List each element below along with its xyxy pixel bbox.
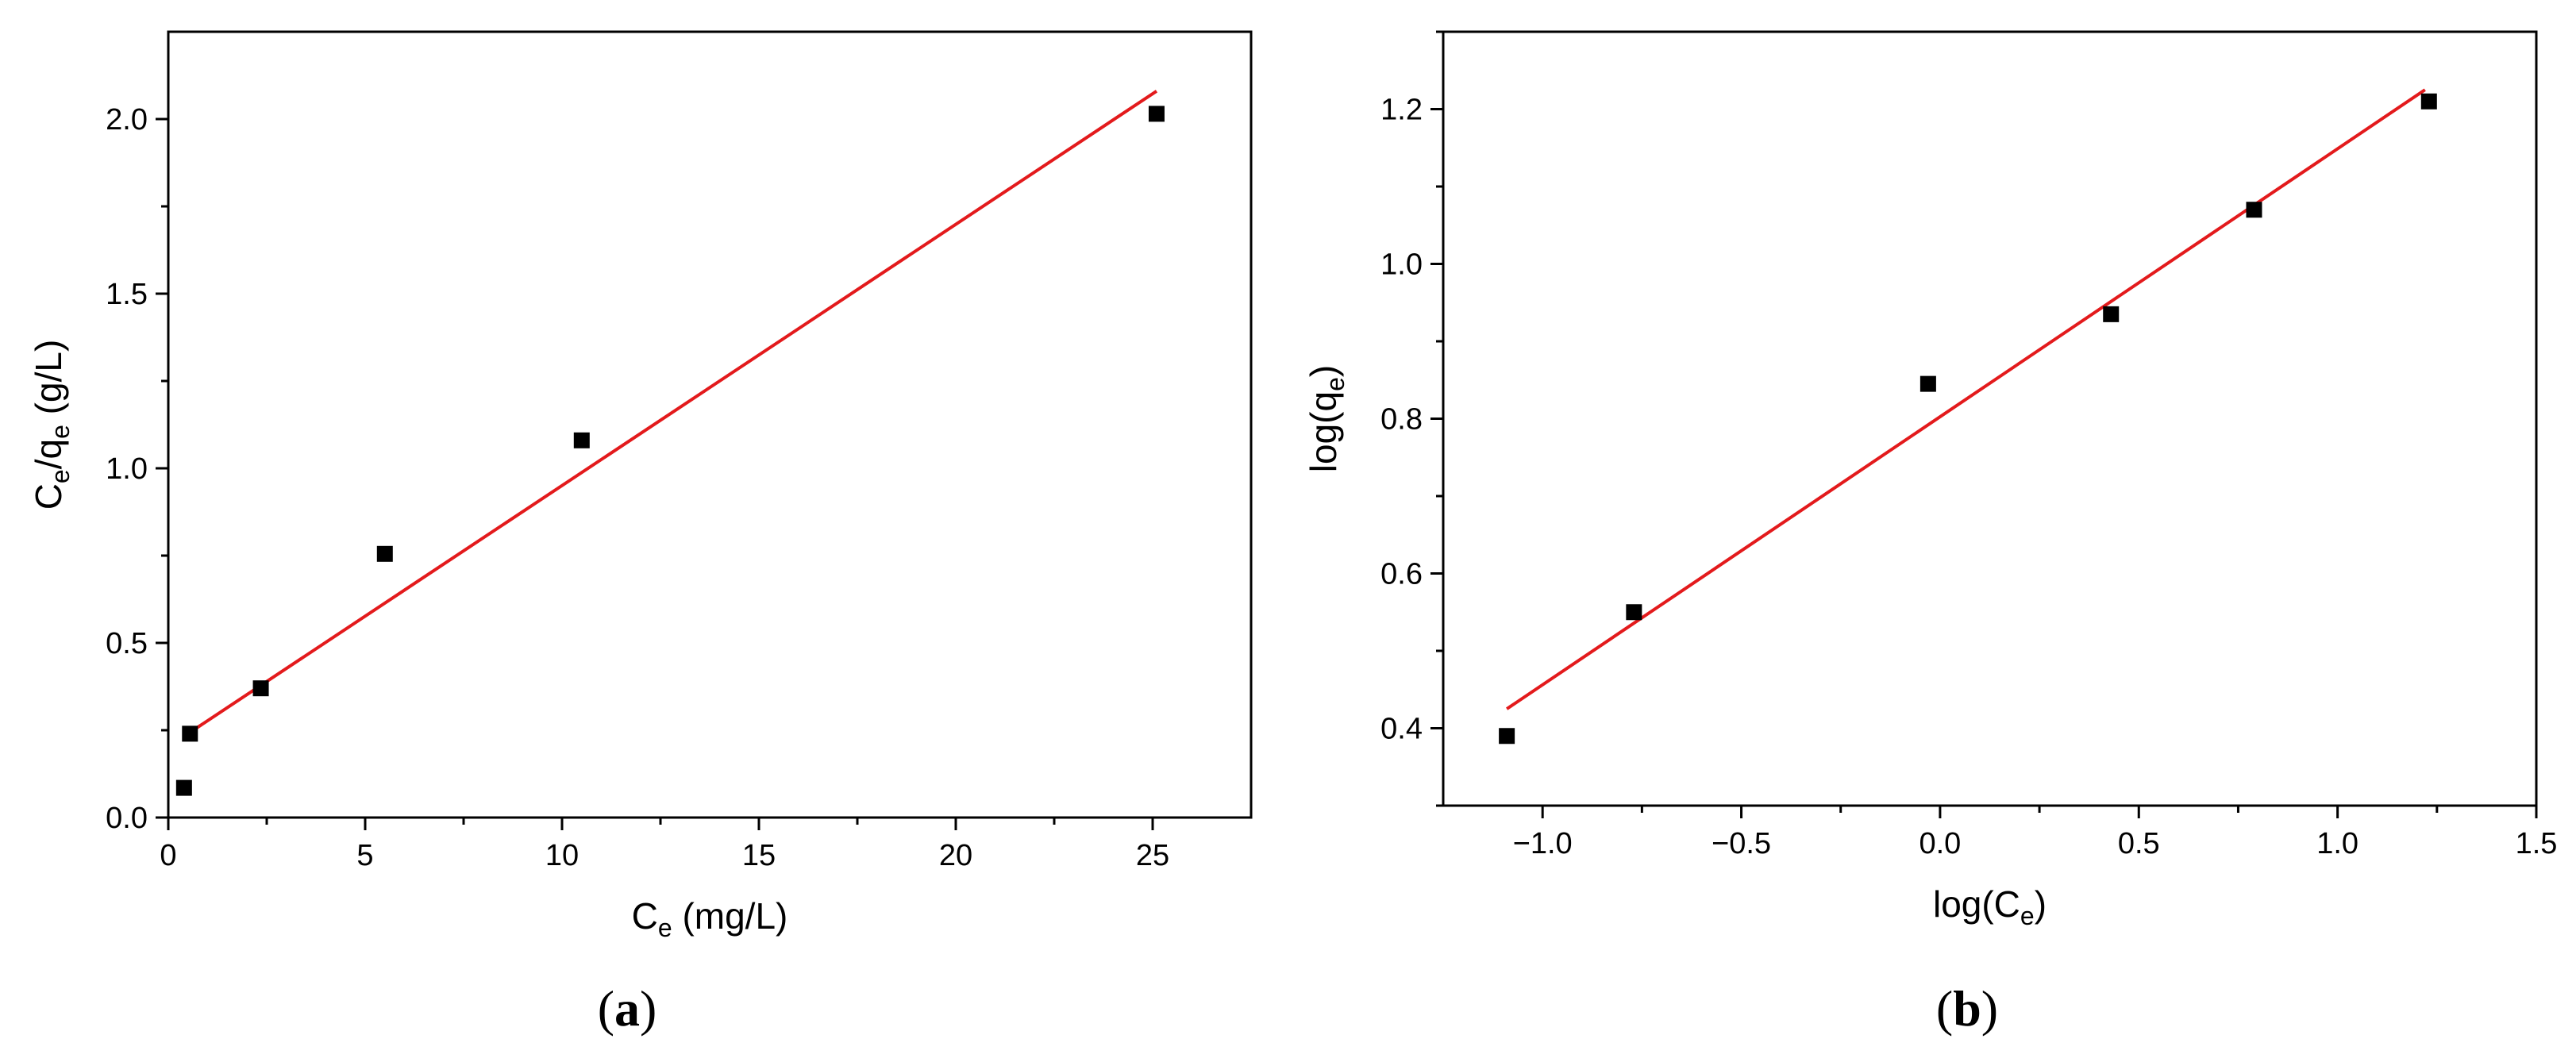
x-tick-label: −0.5 (1712, 827, 1771, 860)
plot-frame (1442, 30, 2538, 807)
x-axis-title: Ce (mg/L) (632, 895, 788, 942)
x-tick-label: 25 (1136, 839, 1169, 872)
data-point (175, 779, 192, 796)
x-tick-label: 10 (545, 839, 579, 872)
x-tick-label: 5 (356, 839, 373, 872)
y-tick-label: 1.5 (106, 278, 148, 311)
data-point (252, 680, 269, 697)
y-tick-label: 0.4 (1380, 713, 1423, 746)
y-tick-label: 0.6 (1380, 558, 1423, 591)
panel-label: (b) (1936, 980, 1998, 1037)
data-point (2420, 93, 2437, 110)
fit-line (187, 90, 1158, 736)
chart-panel-a: 0 5 10 15 20 25 0.0 0.5 1.0 1.5 2.0 Ce (mg/L) Ce/qe … (28, 30, 1253, 1037)
y-tick-label: 0.8 (1380, 403, 1423, 437)
data-point (1919, 375, 1936, 392)
data-point (1499, 728, 1515, 745)
y-tick-label: 2.0 (106, 103, 148, 137)
fit-line (1505, 88, 2426, 710)
y-tick-label: 1.2 (1380, 94, 1423, 127)
x-tick-label: 0.0 (1919, 827, 1961, 860)
x-axis-title: log(Ce) (1933, 883, 2047, 930)
panel-label: (a) (598, 980, 657, 1037)
y-tick-label: 0.5 (106, 627, 148, 660)
data-point (182, 725, 198, 742)
x-tick-label: 0.5 (2118, 827, 2160, 860)
x-tick-label: 1.5 (2516, 827, 2558, 860)
y-axis-title: Ce/qe (g/L) (28, 340, 75, 510)
data-point (2103, 306, 2120, 322)
data-point (1148, 106, 1165, 122)
y-axis-title: log(qe) (1303, 365, 1350, 472)
plot-frame (167, 30, 1253, 819)
y-tick-label: 1.0 (106, 452, 148, 486)
data-point (1626, 604, 1642, 621)
x-tick-label: 20 (939, 839, 972, 872)
y-tick-label: 0.0 (106, 802, 148, 835)
x-tick-label: −1.0 (1513, 827, 1573, 860)
data-point (376, 545, 393, 562)
y-tick-label: 1.0 (1380, 248, 1423, 282)
x-tick-label: 1.0 (2316, 827, 2358, 860)
x-tick-label: 15 (742, 839, 776, 872)
data-point (573, 432, 590, 448)
chart-panel-b: −1.0 −0.5 0.0 0.5 1.0 1.5 0.4 0.6 0.8 1.0 1.2 log(C… (1303, 30, 2558, 1037)
x-tick-label: 0 (160, 839, 176, 872)
data-point (2246, 202, 2262, 218)
